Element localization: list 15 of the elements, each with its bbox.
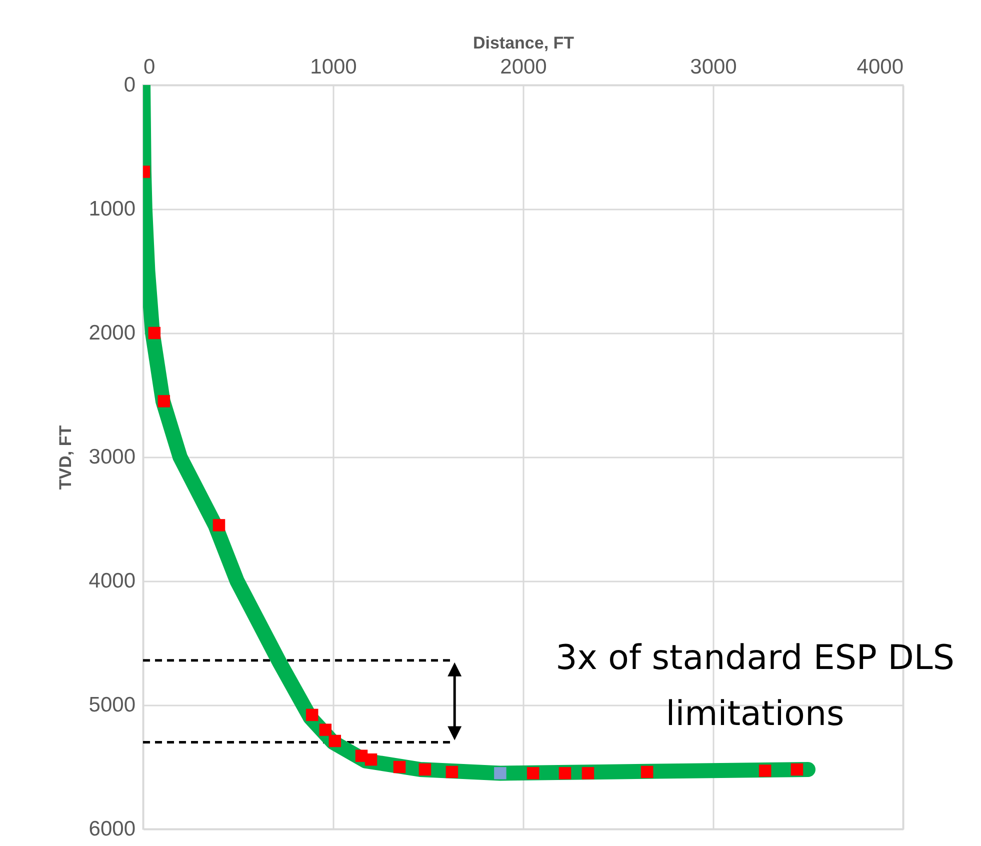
y-tick-label: 6000 xyxy=(88,818,136,840)
x-tick-label: 1000 xyxy=(310,56,357,78)
x-tick-label: 0 xyxy=(144,56,156,78)
x-tick-label: 2000 xyxy=(500,56,547,78)
annotation: 3x of standard ESP DLS limitations xyxy=(554,637,956,736)
y-tick-label: 5000 xyxy=(88,694,136,716)
x-tick-label: 4000 xyxy=(856,56,904,78)
y-tick-label: 0 xyxy=(124,74,136,96)
x-tick-label: 3000 xyxy=(690,56,737,78)
y-tick-label: 4000 xyxy=(88,570,136,592)
x-axis-title: Distance, FT xyxy=(472,34,575,52)
y-tick-label: 2000 xyxy=(88,322,136,344)
y-tick-label: 3000 xyxy=(88,446,136,468)
y-axis-title: TVD, FT xyxy=(56,424,75,490)
y-tick-label: 1000 xyxy=(88,198,136,220)
